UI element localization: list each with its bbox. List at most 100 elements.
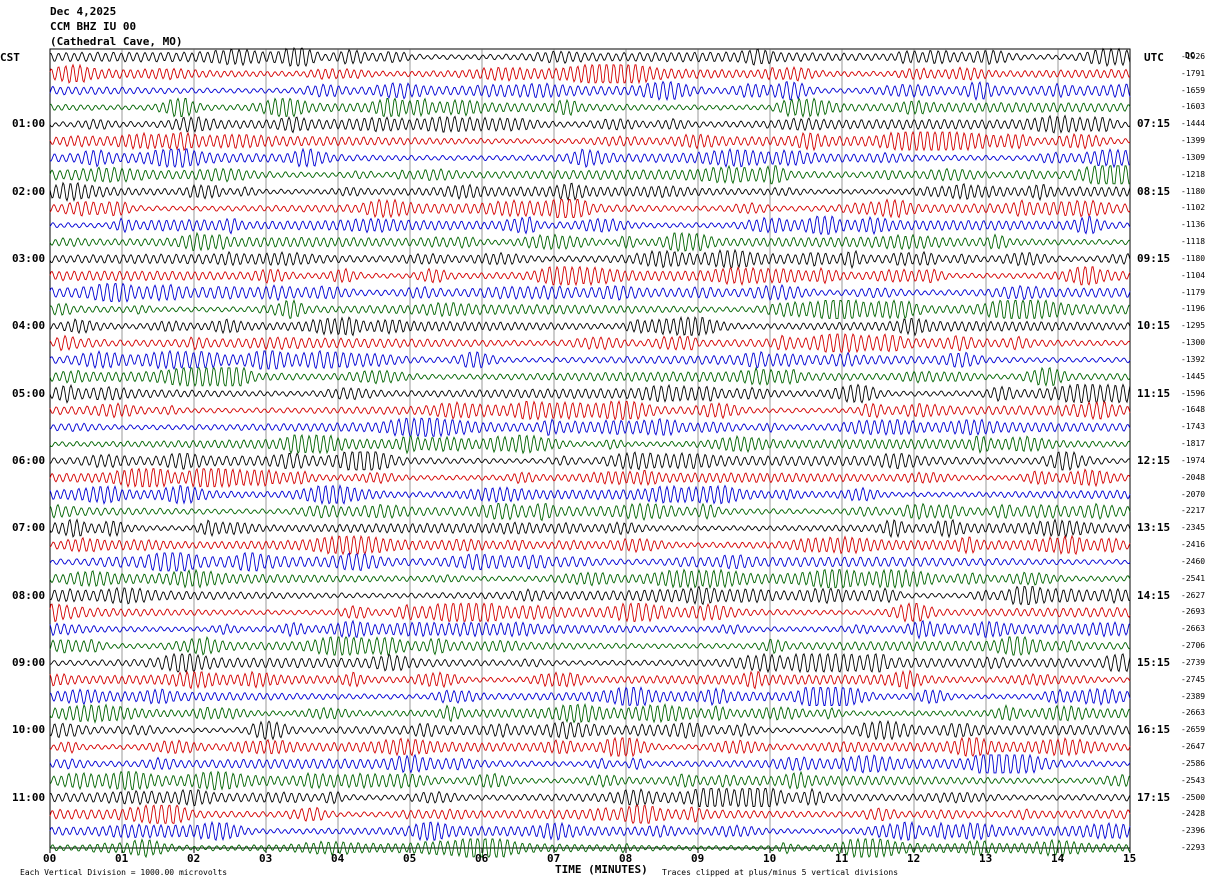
trace-line (49, 215, 1131, 236)
dc-offset-label: -1136 (1181, 220, 1206, 230)
dc-offset-label: -2706 (1181, 641, 1206, 651)
dc-offset-label: -1392 (1181, 354, 1206, 364)
trace-line (49, 315, 1131, 337)
trace-line (49, 63, 1131, 85)
dc-offset-label: -2745 (1181, 674, 1206, 684)
dc-offset-label: -2428 (1181, 809, 1206, 819)
dc-offset-label: -1102 (1181, 203, 1206, 213)
dc-offset-label: -1743 (1181, 422, 1206, 432)
dc-offset-label: -2627 (1181, 590, 1206, 600)
trace-line (49, 282, 1131, 303)
left-timezone-label: CST (0, 51, 20, 64)
trace-line (49, 636, 1131, 656)
dc-offset-label: -1603 (1181, 102, 1206, 112)
dc-offset-label: -2396 (1181, 826, 1206, 836)
dc-offset-label: -1659 (1181, 85, 1206, 95)
dc-offset-label: -2048 (1181, 472, 1206, 482)
right-timezone-label: UTC (1144, 51, 1164, 64)
trace-line (49, 383, 1131, 404)
dc-offset-label: -2416 (1181, 540, 1206, 550)
dc-offset-label: -2543 (1181, 775, 1206, 785)
trace-line (49, 652, 1131, 674)
x-tick-label: 03 (259, 852, 273, 865)
clip-note: Traces clipped at plus/minus 5 vertical … (662, 868, 899, 877)
x-tick-label: 05 (403, 852, 417, 865)
x-axis-title: TIME (MINUTES) (555, 863, 648, 876)
dc-offset-label: -1444 (1181, 119, 1206, 129)
trace-line (49, 198, 1131, 219)
x-tick-label: 08 (619, 852, 633, 865)
right-hour-label: 11:15 (1137, 386, 1171, 400)
trace-line (49, 97, 1131, 118)
x-tick-label: 10 (763, 852, 777, 865)
dc-offset-label: -1445 (1181, 371, 1206, 381)
dc-offset-label: -1817 (1181, 439, 1206, 449)
trace-line (49, 417, 1131, 438)
dc-offset-label: -1309 (1181, 152, 1206, 162)
trace-line (49, 433, 1131, 455)
left-hour-label: 02:00 (12, 184, 46, 198)
dc-offset-label: -2693 (1181, 607, 1206, 617)
trace-line (49, 719, 1131, 741)
dc-offset-label: -1596 (1181, 388, 1206, 398)
scale-note: Each Vertical Division = 1000.00 microvo… (20, 868, 228, 877)
trace-line (49, 147, 1130, 169)
dc-offset-label: -2739 (1181, 657, 1206, 667)
trace-line (49, 551, 1131, 572)
dc-offset-label: -1295 (1181, 321, 1206, 331)
trace-line (49, 248, 1131, 270)
dc-offset-label: -1179 (1181, 287, 1206, 297)
dc-offset-label: -2659 (1181, 725, 1206, 735)
right-hour-label: 12:15 (1137, 453, 1171, 467)
dc-offset-label: -1300 (1181, 338, 1206, 348)
dc-offset-label: -2345 (1181, 523, 1206, 533)
x-tick-label: 04 (331, 852, 345, 865)
trace-line (49, 602, 1131, 623)
trace-line (49, 820, 1131, 842)
trace-line (49, 518, 1131, 539)
right-hour-label: 16:15 (1137, 723, 1171, 737)
trace-line (49, 702, 1131, 724)
right-hour-label: 07:15 (1137, 117, 1171, 131)
dc-offset-label: -1118 (1181, 237, 1206, 247)
x-tick-label: 09 (691, 852, 705, 865)
dc-offset-label: -2663 (1181, 708, 1206, 718)
left-hour-label: 05:00 (12, 386, 46, 400)
trace-line (49, 568, 1131, 590)
x-tick-label: 11 (835, 852, 849, 865)
right-hour-label: 08:15 (1137, 184, 1171, 198)
right-hour-label: 09:15 (1137, 251, 1171, 265)
trace-line (49, 770, 1131, 791)
dc-offset-label: -2217 (1181, 506, 1206, 516)
left-hour-label: 06:00 (12, 453, 46, 467)
trace-line (49, 753, 1131, 775)
dc-offset-label: -1974 (1181, 455, 1206, 465)
trace-line (49, 164, 1130, 185)
header-station: CCM BHZ IU 00 (50, 20, 137, 33)
trace-line (49, 265, 1131, 287)
header-date: Dec 4,2025 (50, 5, 117, 18)
left-hour-label: 10:00 (12, 723, 46, 737)
dc-offset-label: -1180 (1181, 253, 1206, 263)
x-tick-label: 14 (1051, 852, 1065, 865)
dc-offset-label: -1791 (1181, 68, 1206, 78)
dc-offset-label: -2460 (1181, 556, 1206, 566)
left-hour-label: 11:00 (12, 790, 46, 804)
right-hour-label: 14:15 (1137, 588, 1171, 602)
x-tick-label: 12 (907, 852, 921, 865)
x-tick-label: 07 (547, 852, 561, 865)
trace-line (49, 484, 1131, 506)
dc-offset-label: -1926 (1181, 52, 1206, 61)
dc-offset-label: -2070 (1181, 489, 1206, 499)
left-hour-label: 04:00 (12, 319, 46, 333)
plot-frame (49, 48, 1131, 849)
dc-offset-label: -2389 (1181, 691, 1206, 701)
dc-offset-label: -1218 (1181, 169, 1206, 179)
trace-line (49, 333, 1131, 354)
trace-line (49, 619, 1131, 640)
trace-line (49, 181, 1131, 202)
trace-line (49, 467, 1131, 489)
left-hour-label: 08:00 (12, 588, 46, 602)
trace-line (49, 114, 1131, 134)
left-hour-label: 07:00 (12, 521, 46, 535)
